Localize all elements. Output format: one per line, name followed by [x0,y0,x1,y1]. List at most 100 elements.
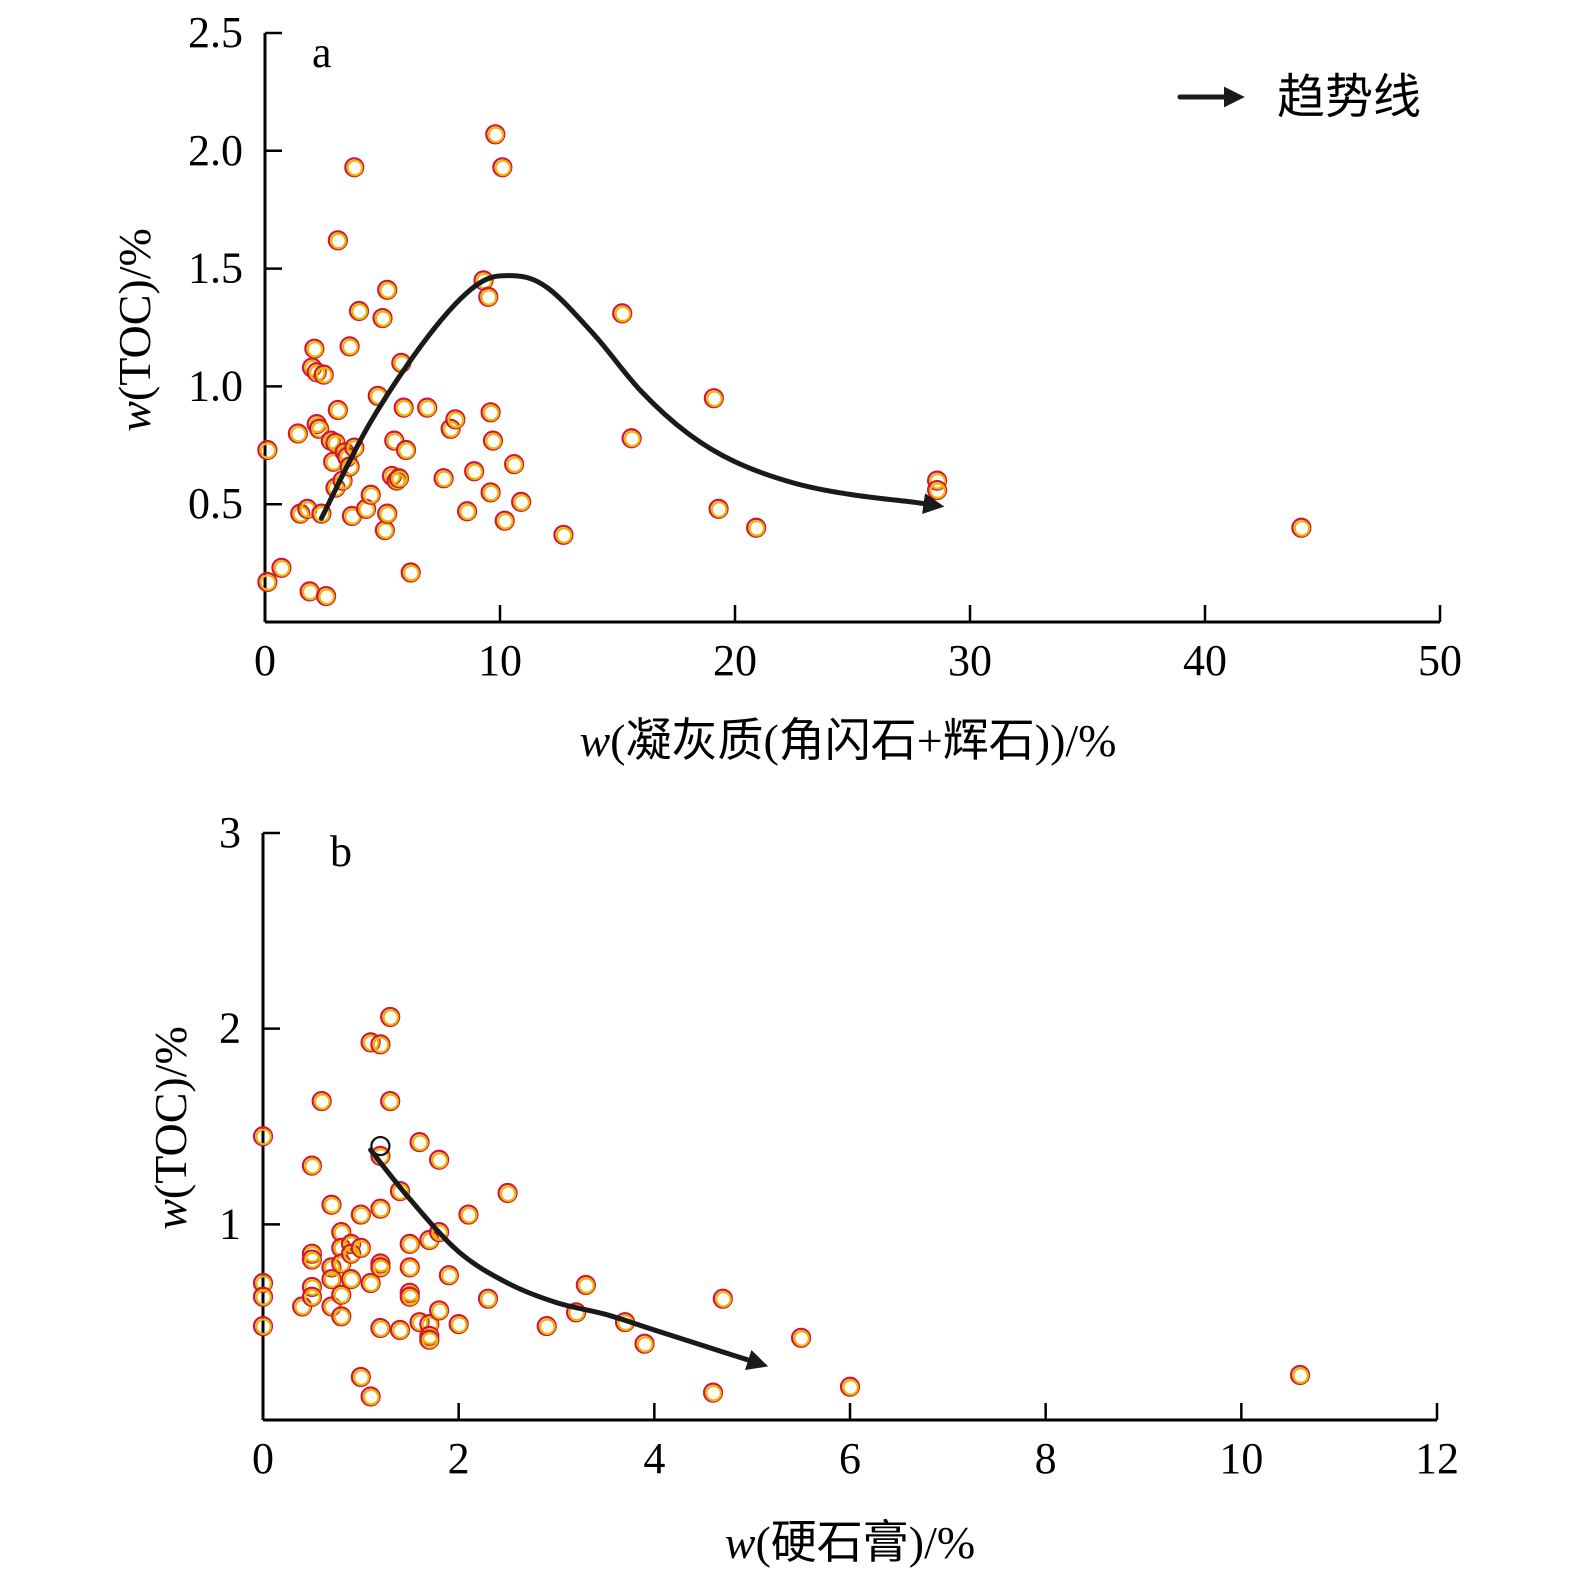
panel-b-data-point [321,1194,342,1215]
panel-a-data-point [612,303,633,324]
panel-a-ylabel: w(TOC)/% [109,228,160,432]
panel-a-data-point [257,439,278,461]
panel-b-data-point [790,1327,812,1348]
panel-b-highlight-point [370,1135,391,1157]
panel-a-data-point [464,461,485,482]
panel-b-data-point [536,1315,557,1337]
panel-b-data-point [389,1319,411,1341]
panel-b-data-point [301,1249,323,1270]
panel-b-data-point [419,1329,440,1350]
panel-a-data-point [327,399,348,421]
panel-a-data-point [377,503,398,524]
panel-a-data-point [480,482,501,503]
panel-b-data-point [380,1006,401,1028]
panel-b-data-point [1289,1364,1311,1386]
panel-a-data-point [339,336,360,357]
panel-a-data-point [400,562,421,583]
panel-a-data-point [374,520,395,541]
panel-b-data-point [360,1386,381,1407]
panel-b-data-point [370,1257,391,1278]
panel-a-data-point [393,397,414,418]
panel-b-data-point [634,1333,655,1354]
panel-a-data-point [313,364,334,385]
panel-a-xlabel: w(凝灰质(角闪石+辉石))/% [579,715,1116,766]
panel-a-data-point [377,279,398,300]
panel-a-data-point [327,230,348,251]
panel-b-data-point [575,1274,596,1296]
panel-a-y-tick-label: 1.0 [188,361,243,410]
panel-b-data-point [399,1286,420,1307]
panel-b-data-point [458,1204,479,1225]
panel-a-data-point [271,557,292,578]
panel-b-data-point [350,1237,371,1258]
panel-b-x-tick-label: 10 [1219,1434,1263,1483]
panel-b-data-point [429,1300,450,1321]
panel-b-data-point [321,1269,342,1290]
panel-b-x-tick-label: 4 [643,1434,665,1483]
panel-b-data-point [399,1233,420,1255]
panel-b-data-point [360,1032,381,1053]
panel-a-y-tick-label: 0.5 [188,479,243,528]
panel-a-data-point [746,517,767,538]
panel-b-data-point [370,1198,391,1219]
panel-b-y-tick-label: 2 [219,1004,241,1053]
panel-a-data-point [316,585,337,607]
panel-b-data-point [429,1149,450,1170]
panel-b-x-tick-label: 8 [1035,1434,1057,1483]
panel-a-y-tick-label: 2.5 [188,8,243,57]
panel-b-data-point [409,1132,430,1153]
panel-a-x-tick-label: 50 [1418,636,1462,685]
panel-b-data-point [252,1286,274,1307]
panel-a-data-point [482,430,504,451]
panel-a-data-point [311,503,332,524]
panel-b-data-point [438,1265,459,1286]
panel-a-data-point [395,439,417,461]
panel-a-data-point [287,423,308,444]
panel-a-x-tick-label: 0 [254,636,276,685]
panel-a-data-point [708,498,729,520]
panel-a-data-point [299,581,320,602]
panel-b-xlabel-rest: (硬石膏)/% [755,1517,975,1568]
panel-a-y-tick-label: 1.5 [188,244,243,293]
panel-a-data-point [372,307,393,329]
panel-b-data-point [301,1286,323,1307]
panel-a-data-point [621,428,642,449]
panel-b-x-tick-label: 2 [448,1434,470,1483]
panel-a-data-point [344,157,365,178]
panel-a-data-point [440,418,461,439]
panel-a-x-tick-label: 30 [948,636,992,685]
panel-b-ylabel-rest: (TOC)/% [145,1026,196,1199]
panel-a-data-point [388,468,410,489]
panel-b-data-point [497,1182,518,1204]
panel-b-x-tick-label: 0 [252,1434,274,1483]
panel-a-data-point [308,418,330,439]
panel-b-data-point [409,1312,430,1333]
panel-b-ylabel: w(TOC)/% [145,1026,196,1230]
panel-b-data-point [399,1257,420,1278]
panel-b-data-point [331,1284,352,1305]
panel-b-data-point [252,1126,274,1147]
panel-a-data-point [445,409,466,430]
panel-b-y-tick-label: 1 [219,1199,241,1248]
panel-b-data-point [360,1272,381,1294]
panel-b-data-point [301,1276,323,1298]
panel-a-data-point [457,501,478,522]
panel-b-data-point [702,1382,724,1403]
panel-a-data-point [926,470,948,491]
panel-a-data-point [478,286,499,307]
panel-a-x-tick-label: 20 [713,636,757,685]
panel-a-ylabel-prefix: w [109,401,160,432]
panel-a-data-point [341,505,363,527]
panel-a-data-point [348,300,370,322]
panel-b-trend-line [368,1147,769,1371]
panel-b-xlabel-prefix: w [725,1517,756,1568]
panel-a-data-point [703,388,724,409]
panel-a-data-point [433,468,454,489]
panel-a-data-point [553,524,574,545]
panel-a-xlabel-prefix: w [579,715,610,766]
panel-a-ylabel-rest: (TOC)/% [109,228,160,401]
panel-b-data-point [301,1155,323,1176]
panel-a-data-point [480,402,501,423]
